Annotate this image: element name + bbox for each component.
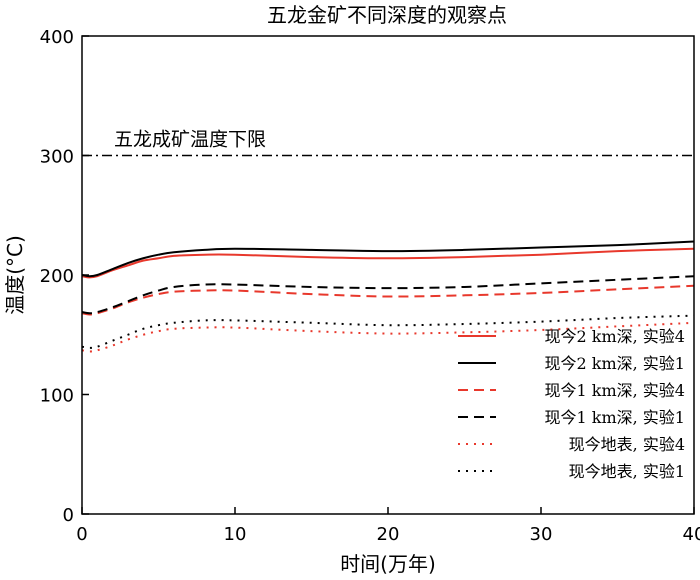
x-tick-label: 20 <box>377 524 400 545</box>
y-tick-label: 300 <box>40 147 74 168</box>
legend-label-5: 现今地表, 实验4 <box>569 435 685 454</box>
series-line-5 <box>81 321 695 353</box>
y-tick-label: 0 <box>63 505 74 526</box>
y-tick-label: 400 <box>40 27 74 48</box>
series-line-1 <box>81 247 695 279</box>
series-line-6 <box>81 314 695 349</box>
y-axis-title: 温度(°C) <box>3 235 27 315</box>
series-line-3 <box>81 284 695 316</box>
x-axis-title: 时间(万年) <box>340 552 436 576</box>
legend-label-3: 现今1 km深, 实验4 <box>545 381 686 400</box>
x-tick-label: 30 <box>530 524 553 545</box>
series-group <box>81 240 695 353</box>
legend-label-2: 现今2 km深, 实验1 <box>545 354 686 373</box>
y-tick-label: 200 <box>40 266 74 287</box>
series-line-4 <box>81 275 695 315</box>
legend: 现今2 km深, 实验4 现今2 km深, 实验1 现今1 km深, 实验4 现今1 … <box>458 327 685 481</box>
x-tick-label: 0 <box>76 524 87 545</box>
series-line-2 <box>81 240 695 278</box>
legend-label-4: 现今1 km深, 实验1 <box>545 408 686 427</box>
chart-title: 五龙金矿不同深度的观察点 <box>267 3 507 27</box>
reference-line-group: 五龙成矿温度下限 <box>82 129 694 157</box>
x-tick-label: 10 <box>224 524 247 545</box>
legend-label-1: 现今2 km深, 实验4 <box>545 327 686 346</box>
reference-line-label: 五龙成矿温度下限 <box>114 129 266 151</box>
legend-label-6: 现今地表, 实验1 <box>569 462 685 481</box>
y-tick-label: 100 <box>40 386 74 407</box>
x-tick-label: 40 <box>683 524 700 545</box>
